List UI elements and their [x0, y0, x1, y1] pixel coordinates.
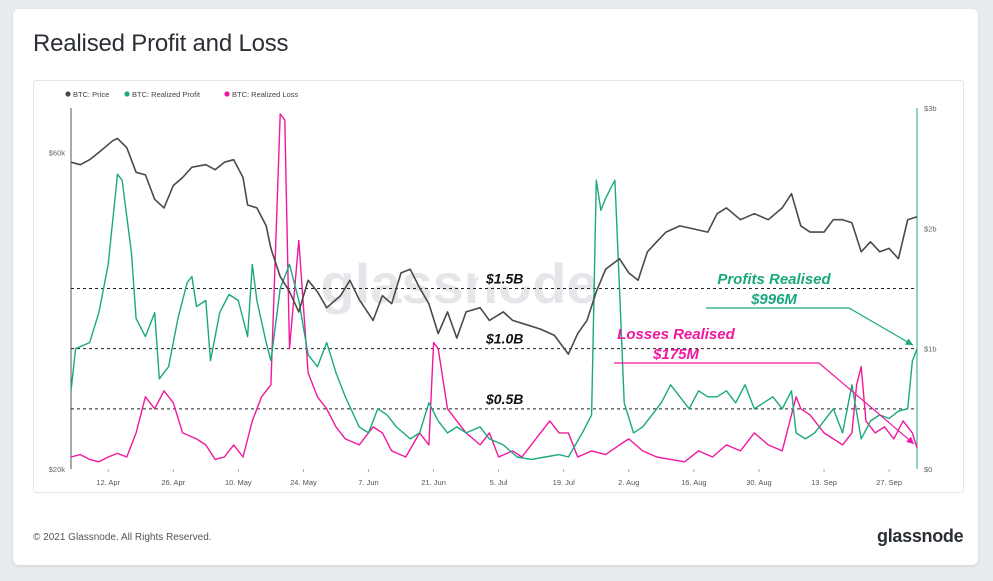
legend-label-1[interactable]: BTC: Realized Profit — [132, 90, 201, 99]
legend[interactable]: BTC: Price BTC: Realized Profit BTC: Reali… — [65, 90, 299, 99]
series-group — [70, 113, 918, 463]
copyright-footer: © 2021 Glassnode. All Rights Reserved. — [33, 532, 212, 543]
left-tick-label-0: $20k — [49, 465, 66, 474]
brand-logo[interactable]: glassnode — [877, 526, 964, 546]
x-tick-label-4: 7. Jun — [358, 478, 378, 487]
right-tick-label-0: $0 — [924, 465, 932, 474]
right-tick-label-1: $1b — [924, 345, 937, 354]
legend-label-2[interactable]: BTC: Realized Loss — [232, 90, 299, 99]
series-line-2 — [70, 113, 918, 463]
annotations: Profits Realised $996M Losses Realised $175… — [614, 271, 915, 445]
reference-label-1: $1.0B — [485, 331, 523, 347]
reference-label-bg-0 — [478, 269, 530, 287]
x-tick-label-1: 26. Apr — [161, 478, 185, 487]
x-tick-label-11: 13. Sep — [811, 478, 837, 487]
x-tick-label-0: 12. Apr — [96, 478, 120, 487]
x-tick-label-7: 19. Jul — [553, 478, 575, 487]
profits-annotation-title: Profits Realised — [717, 271, 831, 288]
chart-svg: BTC: Price BTC: Realized Profit BTC: Reali… — [49, 90, 937, 487]
legend-marker-1[interactable] — [124, 91, 130, 97]
x-tick-label-9: 16. Aug — [681, 478, 706, 487]
profits-annotation-value: $996M — [750, 291, 797, 308]
x-tick-label-6: 5. Jul — [490, 478, 508, 487]
x-tick-label-10: 30. Aug — [746, 478, 771, 487]
page-title: Realised Profit and Loss — [33, 30, 289, 57]
profits-annotation-arrow — [706, 307, 914, 346]
reference-lines: $1.5B $1.0B $0.5B — [71, 269, 917, 410]
reference-label-0: $1.5B — [485, 271, 523, 287]
reference-label-bg-2 — [478, 389, 530, 407]
right-tick-label-2: $2b — [924, 224, 937, 233]
legend-marker-2[interactable] — [224, 91, 230, 97]
right-tick-label-3: $3b — [924, 104, 937, 113]
losses-annotation-arrow — [614, 362, 915, 445]
reference-label-bg-1 — [478, 329, 530, 347]
watermark: glassnode — [321, 252, 598, 315]
series-line-0 — [70, 137, 918, 355]
reference-label-2: $0.5B — [485, 391, 523, 407]
left-tick-label-1: $60k — [49, 148, 66, 157]
series-line-1 — [70, 173, 918, 461]
chart-container: BTC: Price BTC: Realized Profit BTC: Reali… — [33, 80, 964, 493]
x-tick-label-2: 10. May — [225, 478, 252, 487]
axes: $20k $60k $0 $1b $2b $3b 12. Apr 26. Apr 10. May… — [49, 104, 937, 487]
x-tick-label-3: 24. May — [290, 478, 317, 487]
losses-annotation-value: $175M — [652, 346, 699, 363]
legend-label-0[interactable]: BTC: Price — [73, 90, 109, 99]
x-tick-label-5: 21. Jun — [421, 478, 446, 487]
legend-marker-0[interactable] — [65, 91, 71, 97]
x-tick-label-12: 27. Sep — [876, 478, 902, 487]
losses-annotation-title: Losses Realised — [617, 326, 735, 343]
x-tick-label-8: 2. Aug — [618, 478, 639, 487]
